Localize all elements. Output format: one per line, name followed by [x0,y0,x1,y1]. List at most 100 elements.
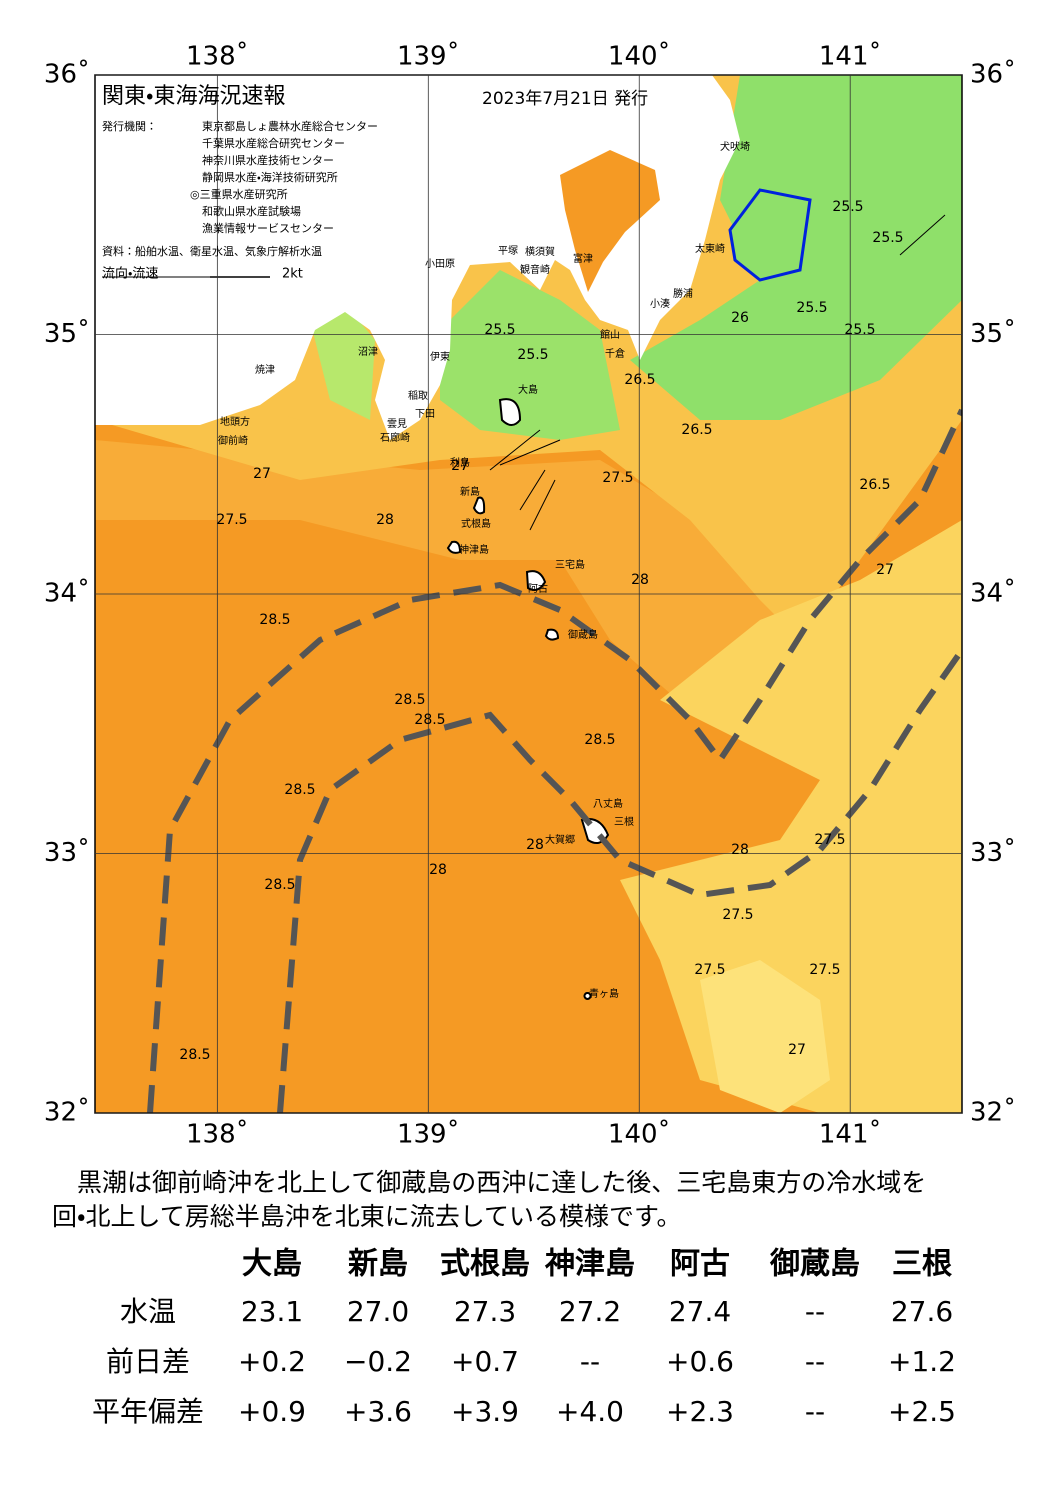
table-cell: 27.0 [347,1295,409,1328]
place-name: 神津島 [459,543,489,556]
column-header: 新島 [347,1247,408,1282]
contour-label: 28 [731,842,749,858]
place-name: 館山 [600,328,620,341]
place-name: 新島 [460,485,480,498]
column-header: 神津島 [544,1247,635,1282]
lat-label: 32˚ [44,1098,90,1128]
contour-label: 25.5 [484,322,515,338]
contour-label: 27 [451,458,469,474]
contour-label: 27.5 [694,962,725,978]
place-name: 利島 [450,456,470,469]
kuroshio-axis [147,408,962,1113]
place-name: 太東崎 [695,242,725,255]
place-name: 千倉 [605,348,625,360]
sea-band [95,440,820,760]
lat-label: 33˚ [970,838,1016,868]
lat-label: 36˚ [970,60,1016,90]
place-name: 沼津 [358,345,378,358]
cold-water [728,188,812,282]
place-name: 御蔵島 [568,628,598,641]
lat-label: 35˚ [970,319,1016,349]
place-name: 小湊 [650,297,670,310]
lat-label: 33˚ [44,838,90,868]
contour-label: 26.5 [859,477,890,493]
place-name: 大賀郷 [545,833,575,846]
place-name: 伊東 [430,350,450,363]
flow-label: 流向・流速 [102,266,158,282]
place-name: 小田原 [425,258,455,270]
place-name: 八丈島 [593,797,623,810]
title: 関東・東海海況速報 [102,84,285,109]
table-cell: +0.6 [666,1345,734,1378]
issuer: 神奈川県水産技術センター [202,153,334,167]
lat-label: 36˚ [44,60,90,90]
flow-arrows [489,214,946,531]
lat-label: 32˚ [970,1098,1016,1128]
paragraph-line: 黒潮は御前崎沖を北上して御蔵島の西沖に達した後、三宅島東方の冷水域を [52,1168,927,1197]
source: 資料：船舶水温、衛星水温、気象庁解析水温 [102,244,322,258]
contour-label: 26.5 [624,372,655,388]
tokyo-bay [560,150,660,292]
table-cell: +2.3 [666,1395,734,1428]
contour-label: 26.5 [681,422,712,438]
lat-label: 35˚ [44,319,90,349]
place-name: 富津 [573,252,593,265]
contour-label: 27.5 [602,470,633,486]
flow-scale: 2kt [282,267,303,282]
lat-label: 34˚ [44,579,90,609]
contour-label: 27.5 [722,907,753,923]
column-header: 大島 [242,1247,302,1282]
issue-date: 2023年7月21日 発行 [482,89,648,109]
table-cell: 27.3 [454,1295,516,1328]
contour-label: 27 [876,562,894,578]
lon-label: 138˚ [186,1120,249,1150]
table-cell: +0.7 [451,1345,519,1378]
column-header: 三根 [892,1247,953,1282]
contour-label: 25.5 [796,300,827,316]
issuer-label: 発行機関： [102,119,157,133]
contour-label: 28 [376,512,394,528]
place-name: 観音崎 [520,263,550,276]
lon-label: 140˚ [608,1120,671,1150]
sea-cool [440,270,620,440]
column-header: 式根島 [440,1247,530,1282]
place-name: 青ヶ島 [589,987,619,1000]
row-header: 水温 [120,1295,176,1328]
map: 138˚ 138˚ 139˚ 139˚ 140˚ 140˚ 141˚ 141˚ 36˚ 36˚ 35… [44,42,1016,1150]
place-name: 稲取 [408,390,428,402]
contour-label: 25.5 [832,199,863,215]
issuer: ◎三重県水産研究所 [190,187,288,201]
contour-label: 28 [429,862,447,878]
place-name: 大島 [518,383,538,396]
table-cell: -- [805,1345,825,1378]
table-cell: -- [580,1345,600,1378]
lon-label: 141˚ [819,42,882,72]
table-cell: 27.2 [559,1295,621,1328]
lon-label: 141˚ [819,1120,882,1150]
issuer: 東京都島しょ農林水産総合センター [202,119,378,133]
table-cell: -- [805,1395,825,1428]
contour-label: 27.5 [216,512,247,528]
table-cell: +0.9 [238,1395,306,1428]
contour-label: 27.5 [809,962,840,978]
lon-label: 140˚ [608,42,671,72]
place-name: 地頭方 [220,415,250,428]
contour-label: 28 [526,837,544,853]
row-header: 平年偏差 [92,1395,204,1428]
issuer: 静岡県水産・海洋技術研究所 [202,170,338,184]
place-name: 犬吠埼 [720,140,750,153]
place-name: 三宅島 [555,558,585,571]
lon-label: 139˚ [397,42,460,72]
sea-band [620,520,962,1113]
table-cell: 27.6 [891,1295,953,1328]
place-name: 勝浦 [673,287,693,300]
contour-label: 25.5 [872,230,903,246]
sea-cool [310,310,375,420]
contour-label: 28 [631,572,649,588]
contour-label: 28.5 [179,1047,210,1063]
contour-label: 27.5 [814,832,845,848]
table-cell: 27.4 [669,1295,731,1328]
place-name: 式根島 [461,517,491,530]
place-name: 横須賀 [525,245,555,258]
